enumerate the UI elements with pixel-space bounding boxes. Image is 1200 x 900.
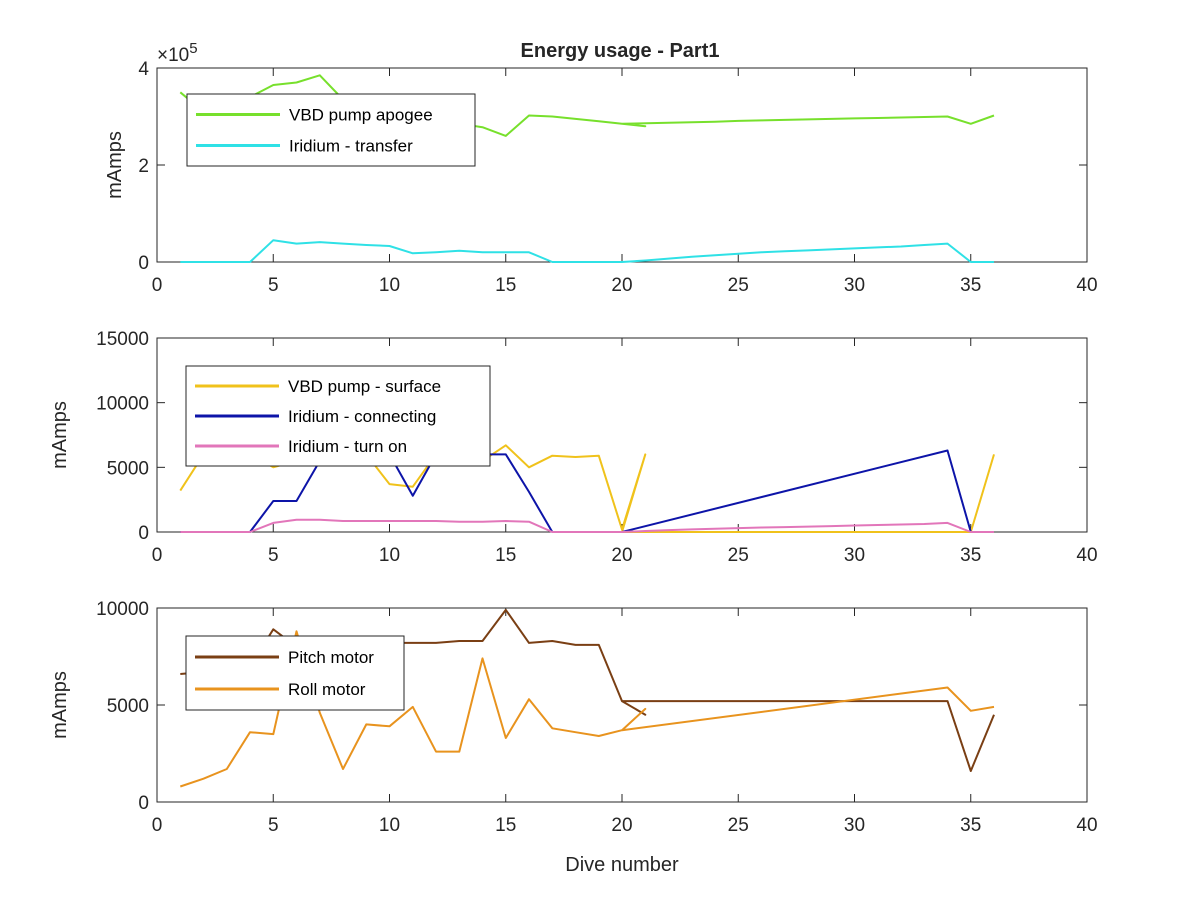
x-tick-label: 20 [611, 545, 632, 566]
y-tick-label: 10000 [96, 394, 149, 415]
x-tick-label: 20 [611, 275, 632, 296]
x-tick-label: 35 [960, 275, 981, 296]
x-tick-label: 35 [960, 545, 981, 566]
legend-entry-label: Pitch motor [288, 648, 374, 667]
legend-entry-label: Iridium - connecting [288, 407, 436, 426]
x-tick-label: 40 [1076, 275, 1097, 296]
x-tick-label: 10 [379, 815, 400, 836]
x-tick-label: 25 [728, 545, 749, 566]
x-tick-label: 30 [844, 275, 865, 296]
x-tick-label: 25 [728, 815, 749, 836]
y-tick-label: 4 [138, 59, 149, 80]
subplot-3: 0 5 10 15 20 25 30 35 40 0 5000 10000 mAmps Dive numb… [49, 599, 1098, 876]
y-tick-label: 5000 [107, 696, 149, 717]
y-axis-label: mAmps [104, 131, 126, 199]
x-tick-label: 15 [495, 275, 516, 296]
y-tick-label: 0 [138, 523, 149, 544]
y-axis-label: mAmps [49, 401, 71, 469]
x-tick-label: 40 [1076, 815, 1097, 836]
y-tick-label: 15000 [96, 329, 149, 350]
series-line-2 [179, 630, 995, 788]
y-exponent-label: ×105 [157, 40, 198, 66]
legend-box [186, 93, 476, 167]
legend-entry-label: Roll motor [288, 680, 366, 699]
x-tick-label: 35 [960, 815, 981, 836]
x-tick-label: 5 [268, 815, 279, 836]
subplot-panels: 0 5 10 15 20 25 30 35 40 0 2 4 ×105 mAmps VBD pump apo… [49, 40, 1098, 876]
x-tick-label: 15 [495, 545, 516, 566]
x-tick-label: 5 [268, 545, 279, 566]
y-tick-label: 10000 [96, 599, 149, 620]
series-line-2 [180, 239, 994, 263]
y-axis-label: mAmps [49, 671, 71, 739]
subplot-1: 0 5 10 15 20 25 30 35 40 0 2 4 ×105 mAmps VBD pump apo… [104, 40, 1098, 296]
legend: Pitch motor Roll motor [185, 635, 405, 711]
x-tick-label: 10 [379, 545, 400, 566]
x-tick-label: 25 [728, 275, 749, 296]
series-line-3 [180, 518, 994, 533]
x-tick-label: 30 [844, 815, 865, 836]
legend: VBD pump - surface Iridium - connecting Ir… [185, 365, 491, 467]
subplot-2: 0 5 10 15 20 25 30 35 40 0 5000 10000 15000 mAmps VBD … [49, 329, 1098, 566]
y-tick-label: 2 [138, 156, 149, 177]
series-line-1 [179, 74, 995, 137]
legend-entry-label: Iridium - transfer [289, 137, 413, 156]
legend-entry-label: Iridium - turn on [288, 437, 407, 456]
x-axis-label: Dive number [565, 854, 679, 876]
figure-title: Energy usage - Part1 [521, 40, 720, 62]
y-tick-label: 0 [138, 793, 149, 814]
y-tick-label: 5000 [107, 458, 149, 479]
x-tick-label: 10 [379, 275, 400, 296]
x-tick-label: 20 [611, 815, 632, 836]
series-line-1 [180, 608, 995, 772]
x-tick-label: 0 [152, 545, 163, 566]
x-tick-label: 0 [152, 815, 163, 836]
legend-entry-label: VBD pump apogee [289, 106, 433, 125]
x-tick-label: 5 [268, 275, 279, 296]
x-tick-label: 0 [152, 275, 163, 296]
legend-box [185, 635, 405, 711]
y-tick-label: 0 [138, 253, 149, 274]
legend-entry-label: VBD pump - surface [288, 377, 441, 396]
legend: VBD pump apogee Iridium - transfer [186, 93, 476, 167]
x-tick-label: 40 [1076, 545, 1097, 566]
x-tick-label: 15 [495, 815, 516, 836]
x-tick-label: 30 [844, 545, 865, 566]
